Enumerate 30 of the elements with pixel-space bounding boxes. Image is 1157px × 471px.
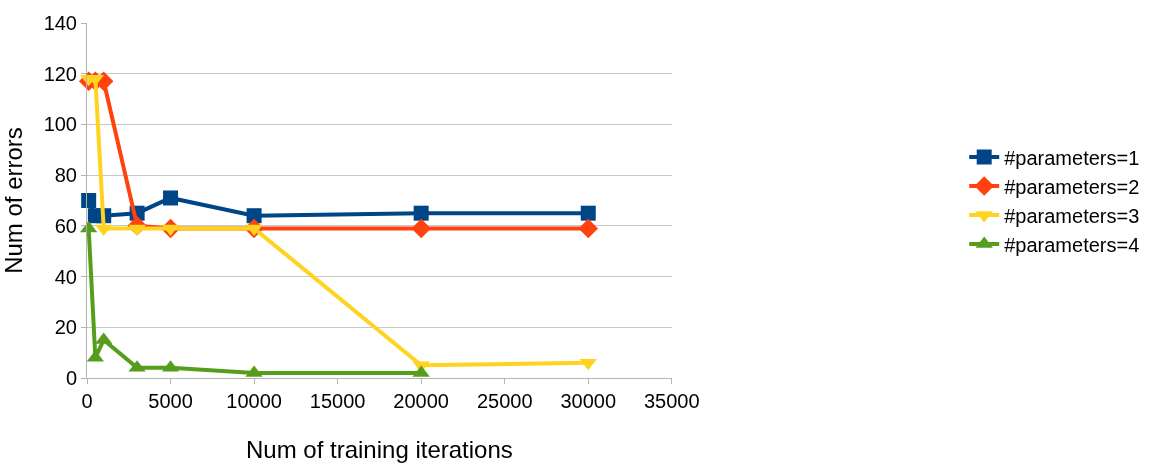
x-tick-label: 5000 [148, 390, 193, 412]
y-tick-label: 20 [54, 316, 77, 339]
y-axis-title: Num of errors [0, 127, 27, 274]
y-tick-label: 140 [43, 12, 77, 34]
point [246, 208, 262, 224]
x-tick-label: 20000 [393, 390, 449, 412]
x-tick-label: 30000 [560, 390, 617, 412]
x-tick-label: 35000 [643, 390, 700, 412]
point [80, 220, 98, 233]
x-tick-label: 25000 [476, 390, 533, 412]
point [163, 190, 179, 206]
legend-label: #parameters=4 [1004, 233, 1140, 256]
y-tick-label: 100 [43, 113, 77, 136]
y-tick-label: 0 [65, 367, 77, 389]
y-tick-label: 60 [54, 214, 77, 237]
point [413, 205, 429, 221]
point [578, 218, 599, 239]
y-tick-label: 80 [54, 164, 77, 187]
x-tick-label: 15000 [309, 390, 366, 412]
y-tick-label: 40 [54, 265, 77, 288]
point [580, 205, 596, 221]
legend-label: #parameters=2 [1004, 175, 1140, 198]
y-tick-label: 120 [43, 62, 77, 85]
legend-label: #parameters=3 [1004, 204, 1140, 227]
legend-label: #parameters=1 [1004, 146, 1140, 169]
x-axis-title: Num of training iterations [246, 436, 513, 464]
x-tick-label: 10000 [226, 390, 282, 412]
x-tick-label: 0 [81, 390, 93, 412]
point [411, 218, 431, 239]
point [81, 193, 97, 208]
